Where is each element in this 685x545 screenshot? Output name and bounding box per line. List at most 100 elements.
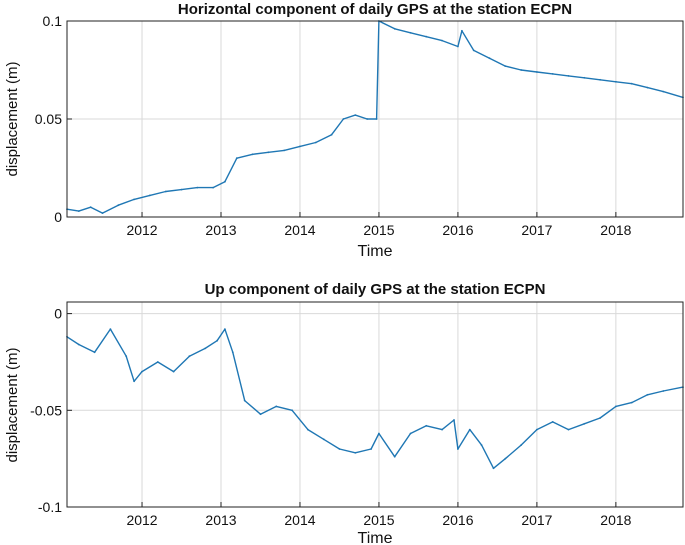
horizontal-data-point bbox=[330, 133, 333, 136]
horizontal-data-point bbox=[89, 206, 92, 209]
up-data-point bbox=[141, 370, 143, 373]
horizontal-data-point bbox=[393, 27, 396, 30]
horizontal-data-point bbox=[77, 210, 80, 213]
up-y-tick-label: -0.05 bbox=[30, 402, 62, 418]
horizontal-x-axis-label: Time bbox=[358, 243, 393, 260]
horizontal-x-tick-label: 2017 bbox=[521, 222, 552, 238]
horizontal-y-axis-label: displacement (m) bbox=[4, 61, 21, 176]
up-data-point bbox=[520, 444, 522, 446]
horizontal-x-tick-label: 2018 bbox=[600, 222, 631, 238]
up-data-point bbox=[630, 401, 633, 404]
horizontal-data-point bbox=[283, 149, 286, 152]
up-data-point bbox=[338, 448, 341, 450]
horizontal-data-point bbox=[375, 118, 378, 120]
up-data-point bbox=[457, 448, 459, 450]
horizontal-data-point bbox=[457, 45, 459, 48]
horizontal-data-point bbox=[149, 194, 151, 197]
up-data-point bbox=[204, 347, 207, 350]
horizontal-data-point bbox=[520, 69, 522, 71]
up-data-point bbox=[156, 361, 159, 363]
up-data-point bbox=[93, 351, 96, 354]
up-data-point bbox=[322, 438, 325, 441]
horizontal-x-tick-label: 2012 bbox=[126, 222, 157, 238]
horizontal-x-ticks: 2012 2013 2014 2015 2016 2017 2018 bbox=[126, 212, 632, 238]
up-x-tick-label: 2018 bbox=[600, 512, 631, 528]
up-data-point bbox=[259, 413, 262, 416]
horizontal-data-point bbox=[599, 78, 601, 81]
horizontal-data-point bbox=[472, 49, 475, 52]
horizontal-chart-title: Horizontal component of daily GPS at the… bbox=[178, 1, 572, 18]
up-data-point bbox=[453, 419, 455, 421]
up-data-point bbox=[133, 380, 136, 383]
up-y-tick-label: 0 bbox=[54, 306, 62, 322]
up-data-point bbox=[583, 422, 586, 425]
up-data-point bbox=[370, 448, 372, 450]
horizontal-data-point bbox=[646, 86, 649, 89]
up-data-point bbox=[125, 355, 128, 358]
up-data-point bbox=[536, 428, 538, 431]
horizontal-data-point bbox=[441, 39, 443, 42]
up-x-tick-label: 2013 bbox=[205, 512, 236, 528]
up-data-point bbox=[492, 467, 495, 470]
up-data-point bbox=[243, 399, 246, 402]
up-x-tick-label: 2012 bbox=[126, 512, 157, 528]
horizontal-data-point bbox=[235, 157, 238, 160]
horizontal-data-point bbox=[662, 90, 665, 93]
horizontal-data-point bbox=[314, 141, 317, 144]
horizontal-data-point bbox=[101, 212, 104, 215]
up-data-point bbox=[425, 424, 428, 427]
horizontal-data-point bbox=[409, 31, 412, 34]
horizontal-data-point bbox=[551, 73, 554, 75]
horizontal-data-point bbox=[251, 153, 254, 156]
horizontal-panel: 2012 2013 2014 2015 2016 2017 2018 0 0.05 0.1 Ho… bbox=[4, 1, 684, 260]
up-data-point bbox=[441, 428, 443, 431]
up-x-ticks: 2012 2013 2014 2015 2016 2017 2018 bbox=[126, 502, 632, 528]
up-data-point bbox=[275, 405, 278, 408]
up-data-point bbox=[77, 343, 80, 346]
up-data-point bbox=[480, 444, 483, 446]
up-panel: 2012 2013 2014 2015 2016 2017 2018 -0.1-0.050 … bbox=[4, 281, 684, 545]
up-y-ticks: -0.1 -0.05 0 bbox=[30, 306, 72, 515]
up-data-point bbox=[231, 351, 234, 354]
up-data-point bbox=[646, 393, 649, 396]
up-data-point bbox=[109, 328, 112, 330]
horizontal-y-ticks: 0 0.05 0.1 bbox=[35, 13, 72, 225]
up-data-point bbox=[551, 421, 554, 423]
horizontal-x-tick-label: 2013 bbox=[205, 222, 236, 238]
up-data-point bbox=[307, 428, 309, 431]
horizontal-data-point bbox=[299, 145, 301, 148]
horizontal-y-tick-label: 0 bbox=[54, 209, 62, 225]
horizontal-y-tick-label: 0.05 bbox=[35, 111, 62, 127]
horizontal-data-point bbox=[342, 118, 345, 120]
up-data-point bbox=[291, 409, 293, 412]
horizontal-data-point bbox=[536, 71, 538, 73]
horizontal-x-tick-label: 2016 bbox=[442, 222, 473, 238]
horizontal-data-point bbox=[164, 190, 167, 193]
horizontal-data-point bbox=[133, 198, 136, 201]
horizontal-data-point bbox=[504, 65, 507, 67]
horizontal-data-point bbox=[583, 76, 586, 79]
up-data-point bbox=[224, 328, 226, 330]
up-x-axis-label: Time bbox=[358, 530, 393, 545]
horizontal-x-tick-label: 2015 bbox=[363, 222, 394, 238]
up-data-point bbox=[615, 405, 617, 408]
horizontal-data-point bbox=[615, 80, 617, 83]
horizontal-data-point bbox=[212, 186, 215, 189]
horizontal-data-point bbox=[117, 204, 120, 207]
horizontal-data-point bbox=[180, 188, 183, 191]
horizontal-data-point bbox=[224, 180, 226, 183]
up-x-tick-label: 2017 bbox=[521, 512, 552, 528]
up-data-point bbox=[599, 417, 601, 419]
up-series bbox=[66, 328, 684, 470]
horizontal-data-point bbox=[630, 82, 633, 85]
up-data-point bbox=[468, 428, 471, 431]
up-chart-title: Up component of daily GPS at the station… bbox=[205, 281, 546, 298]
horizontal-data-point bbox=[366, 118, 368, 120]
up-y-tick-label: -0.1 bbox=[38, 499, 62, 515]
up-x-tick-label: 2016 bbox=[442, 512, 473, 528]
up-data-point bbox=[409, 432, 412, 435]
up-data-point bbox=[216, 339, 219, 342]
horizontal-y-tick-label: 0.1 bbox=[43, 13, 63, 29]
